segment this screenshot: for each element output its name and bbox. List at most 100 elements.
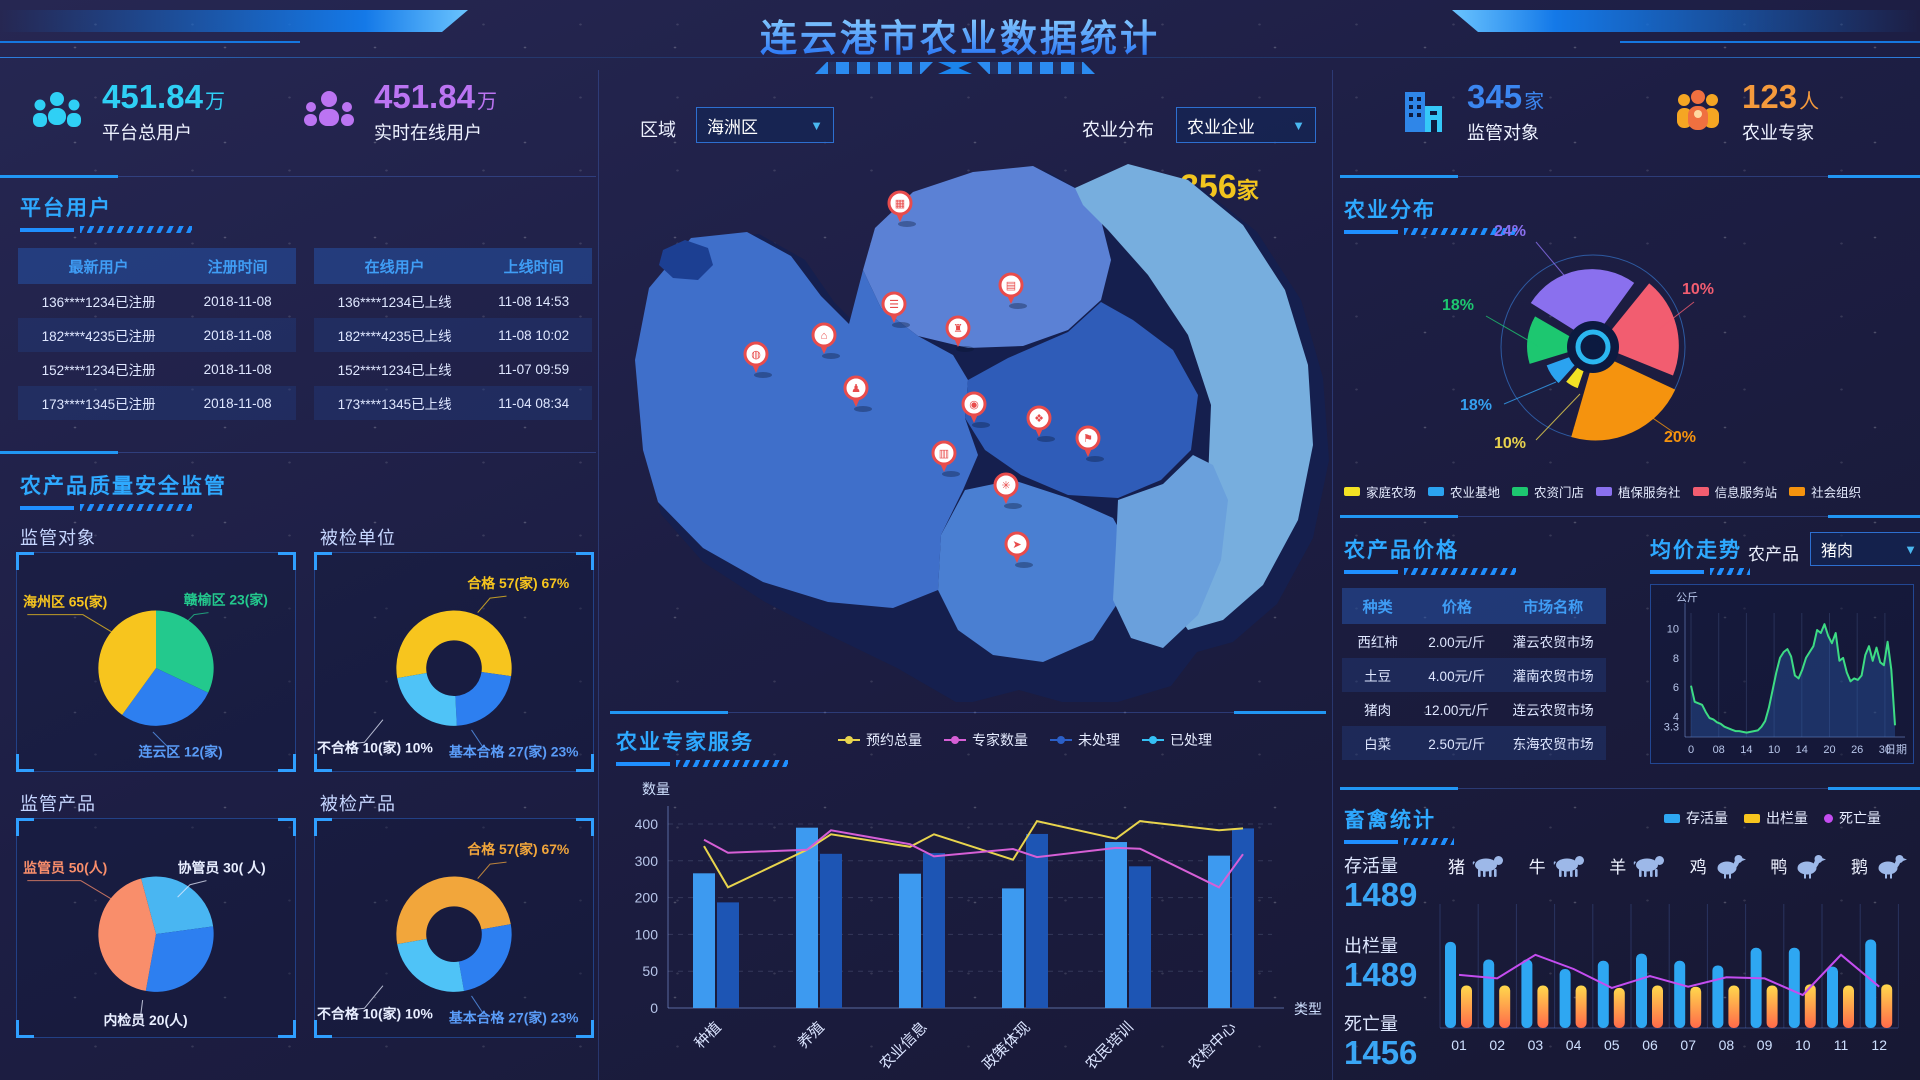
map-region-south-district[interactable] [938, 480, 1128, 662]
svg-text:监管员 50(人): 监管员 50(人) [23, 859, 107, 875]
section-underline [1344, 838, 1454, 845]
table-header-row: 在线用户 上线时间 [314, 248, 592, 284]
animal-label: 牛 [1528, 858, 1546, 877]
svg-text:协管员 30( 人): 协管员 30( 人) [178, 859, 266, 875]
legend-item[interactable]: 农业基地 [1428, 482, 1500, 501]
svg-text:不合格 10(家) 10%: 不合格 10(家) 10% [317, 1006, 433, 1022]
stat-supervision-objects: 345 家 监管对象 [1395, 79, 1544, 145]
animal-item-猪: 猪 [1448, 852, 1507, 879]
map-pin-chart-pin[interactable]: ✳ [993, 472, 1022, 509]
svg-text:◍: ◍ [751, 349, 761, 361]
table-cell: 12.00元/斤 [1424, 703, 1490, 718]
map-pin-image-pin[interactable]: ❖ [1026, 405, 1055, 442]
section-title-platform-users: 平台用户 [20, 197, 112, 220]
map-pin-list-pin[interactable]: ☰ [881, 291, 910, 328]
table-cell: 11-04 08:34 [498, 395, 570, 411]
product-select[interactable]: 猪肉 ▼ [1810, 532, 1920, 566]
table-cell: 灌云农贸市场 [1512, 635, 1594, 650]
legend-item[interactable]: 社会组织 [1789, 482, 1861, 501]
distribution-legend: 家庭农场 农业基地 农资门店 植保服务社 信息服务站 社会组织 [1344, 482, 1861, 501]
legend-item[interactable]: 出栏量 [1744, 808, 1808, 828]
region-map: ▦ ▤ ☰ ♜ ⌂ ◍ ♟ ◉ ❖ ⚑ ▥ ✳ ➤ [613, 150, 1331, 710]
legend-item[interactable]: 已处理 [1142, 730, 1212, 750]
svg-text:20: 20 [1823, 744, 1835, 756]
svg-text:⌂: ⌂ [821, 330, 828, 342]
table-cell: 182****4235已上线 [337, 329, 452, 344]
map-pin-bookmark-pin[interactable]: ▤ [998, 272, 1027, 309]
legend-label: 专家数量 [972, 732, 1028, 748]
table-cell: 182****4235已注册 [41, 329, 156, 344]
legend-item[interactable]: 专家数量 [944, 730, 1028, 750]
svg-text:▤: ▤ [1006, 280, 1016, 292]
legend-item[interactable]: 信息服务站 [1692, 482, 1777, 501]
svg-text:05: 05 [1604, 1037, 1620, 1053]
section-underline [1650, 568, 1750, 575]
stat-value: 451.84 [102, 78, 203, 115]
chevron-down-icon: ▼ [1292, 117, 1305, 133]
animal-item-鸡: 鸡 [1690, 852, 1749, 879]
livestock-chart: 01 02 03 04 05 06 07 08 09 10 11 12 [1428, 900, 1910, 1068]
stat-label: 农业专家 [1742, 122, 1814, 143]
map-region-reservoir[interactable] [659, 240, 713, 280]
svg-text:⚑: ⚑ [1083, 433, 1093, 445]
legend-item[interactable]: 家庭农场 [1344, 482, 1416, 501]
table-row: 白菜 2.50元/斤 东海农贸市场 [1342, 726, 1606, 760]
svg-text:12: 12 [1871, 1037, 1887, 1053]
map-pin-flag-pin[interactable]: ⚑ [1075, 425, 1104, 462]
table-cell: 152****1234已上线 [337, 363, 452, 378]
section-title-livestock: 畜禽统计 [1344, 809, 1436, 832]
svg-text:♟: ♟ [851, 383, 861, 395]
svg-text:11: 11 [1834, 1037, 1849, 1053]
svg-text:内检员 20(人): 内检员 20(人) [103, 1012, 187, 1028]
legend-item[interactable]: 植保服务社 [1596, 482, 1681, 501]
svg-text:日期: 日期 [1885, 743, 1907, 756]
svg-text:50: 50 [642, 963, 658, 979]
section-divider [610, 711, 1326, 714]
map-pin-building-pin[interactable]: ▥ [931, 440, 960, 477]
legend-item[interactable]: 预约总量 [838, 730, 922, 750]
table-row: 173****1345已注册 2018-11-08 [18, 386, 296, 420]
legend-item[interactable]: 农资门店 [1512, 482, 1584, 501]
svg-text:农检中心: 农检中心 [1185, 1019, 1239, 1073]
map-region-coastal-district[interactable] [1075, 164, 1313, 630]
section-divider [1340, 515, 1920, 518]
map-pin-globe-pin[interactable]: ◍ [743, 341, 772, 378]
inspected-units-chart: 合格 57(家) 67% 基本合格 27(家) 23% 不合格 10(家) 10% [314, 552, 594, 772]
map-region-west-district[interactable] [635, 232, 978, 608]
region-select[interactable]: 海洲区 ▼ [696, 107, 834, 143]
legend-swatch [944, 736, 966, 744]
livestock-legend: 存活量 出栏量 死亡量 [1664, 808, 1881, 828]
map-pin-home-pin[interactable]: ⌂ [811, 322, 840, 359]
emblem-bar-right [977, 62, 1095, 74]
map-region-center-district[interactable] [965, 302, 1198, 498]
map-pin-location-pin[interactable]: ◉ [961, 391, 990, 428]
legend-swatch [1142, 736, 1164, 744]
map-region-southeast-district[interactable] [1113, 455, 1228, 648]
table-header-row: 种类 价格 市场名称 [1342, 588, 1606, 624]
svg-text:合格 57(家) 67%: 合格 57(家) 67% [467, 575, 569, 591]
table-cell: 152****1234已注册 [41, 363, 156, 378]
map-pin-person-pin[interactable]: ♟ [843, 375, 872, 412]
section-title-trend: 均价走势 [1650, 539, 1742, 562]
slaughter-value: 1489 [1344, 956, 1418, 993]
table-row: 西红柿 2.00元/斤 灌云农贸市场 [1342, 624, 1606, 658]
legend-label: 出栏量 [1766, 810, 1808, 826]
legend-item[interactable]: 存活量 [1664, 808, 1728, 828]
legend-item[interactable]: 未处理 [1050, 730, 1120, 750]
map-pin-grid-pin[interactable]: ▦ [887, 190, 916, 227]
supervision-products-chart: 协管员 30( 人) 内检员 20(人) 监管员 50(人) [16, 818, 296, 1038]
legend-swatch [1596, 487, 1613, 496]
map-pin-factory-pin[interactable]: ♜ [945, 315, 974, 352]
table-header-row: 最新用户 注册时间 [18, 248, 296, 284]
map-region-north-district[interactable] [863, 166, 1111, 348]
legend-label: 预约总量 [866, 732, 922, 748]
expert-legend: 预约总量 专家数量 未处理 已处理 [838, 730, 1212, 750]
legend-item[interactable]: 死亡量 [1824, 808, 1881, 828]
svg-text:10%: 10% [1682, 281, 1714, 298]
map-pin-wheat-pin[interactable]: ➤ [1004, 531, 1033, 568]
section-underline [20, 504, 260, 511]
top-rule [0, 57, 1920, 58]
stat-value: 451.84 [374, 78, 475, 115]
distribution-select[interactable]: 农业企业 ▼ [1176, 107, 1316, 143]
legend-swatch [1664, 813, 1680, 823]
